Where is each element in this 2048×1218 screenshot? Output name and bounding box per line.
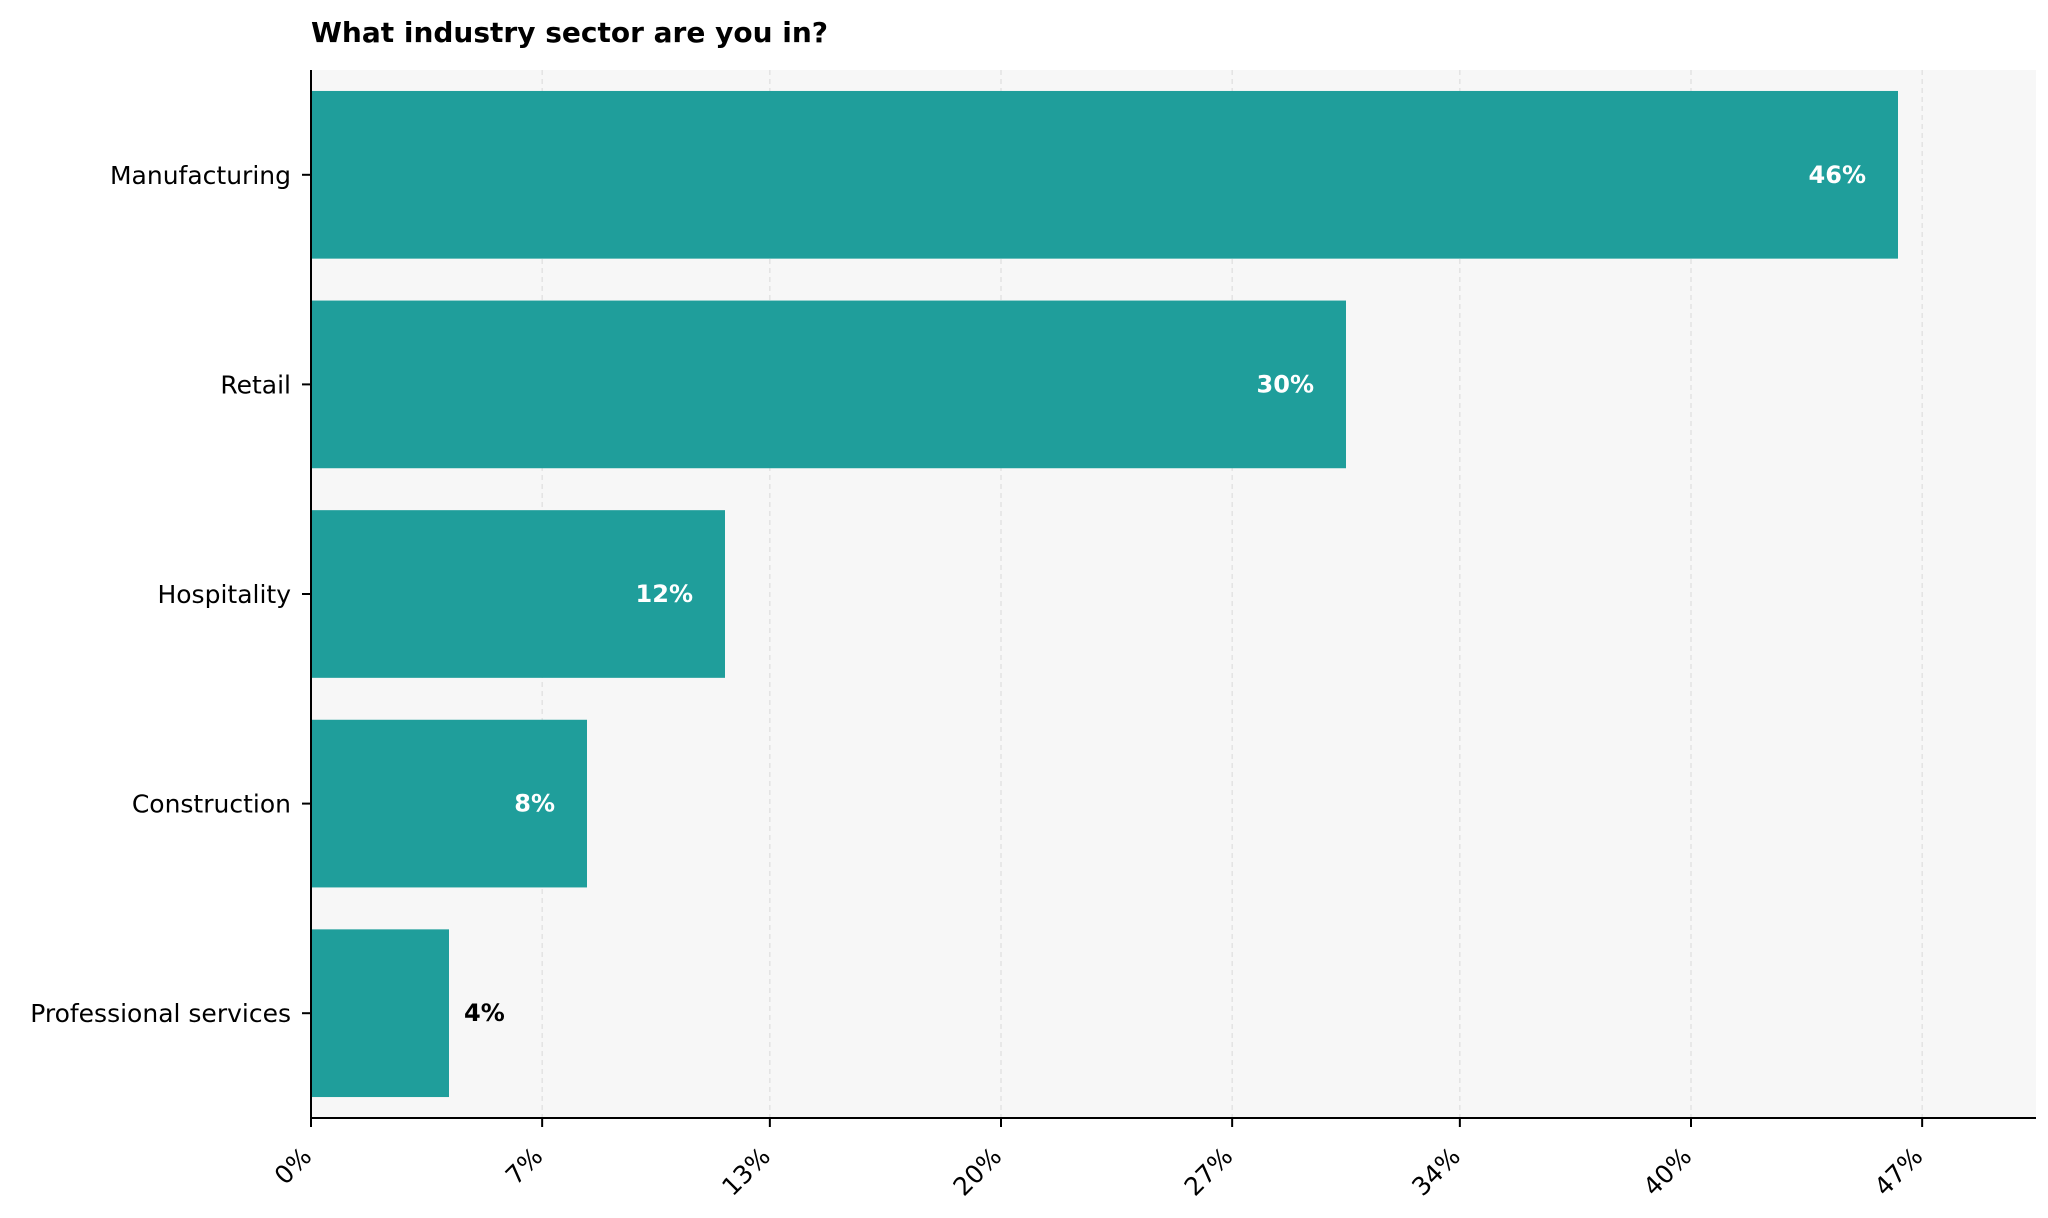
bar-construction xyxy=(311,719,587,888)
bar-manufacturing xyxy=(311,90,1898,259)
bar-professional-services xyxy=(311,929,449,1098)
value-label: 12% xyxy=(636,580,693,608)
bars xyxy=(311,90,1898,1098)
category-label: Hospitality xyxy=(157,580,291,609)
x-tick-label: 20% xyxy=(947,1142,1007,1202)
chart-title: What industry sector are you in? xyxy=(311,16,828,49)
x-tick-label: 40% xyxy=(1637,1142,1697,1202)
category-label: Professional services xyxy=(30,999,291,1028)
bar-hospitality xyxy=(311,510,725,678)
category-label: Manufacturing xyxy=(110,161,291,190)
value-labels: 46% 30% 12% 8% 4% xyxy=(464,161,1866,1027)
value-label: 30% xyxy=(1257,370,1314,398)
value-label: 46% xyxy=(1809,161,1866,189)
category-label: Construction xyxy=(132,790,291,819)
x-tick-label: 27% xyxy=(1179,1142,1239,1202)
x-tick-label: 34% xyxy=(1406,1142,1466,1202)
category-label: Retail xyxy=(220,370,291,399)
axes: 0% 7% 13% 20% 27% 34% 40% 47% Manufacturing Retai… xyxy=(30,70,2036,1202)
x-tick-label: 47% xyxy=(1869,1142,1929,1202)
x-tick-label: 13% xyxy=(716,1142,776,1202)
value-label: 8% xyxy=(514,790,555,818)
value-label: 4% xyxy=(464,999,505,1027)
x-tick-label: 7% xyxy=(500,1142,549,1191)
bar-retail xyxy=(311,300,1346,469)
x-tick-label: 0% xyxy=(269,1142,318,1191)
